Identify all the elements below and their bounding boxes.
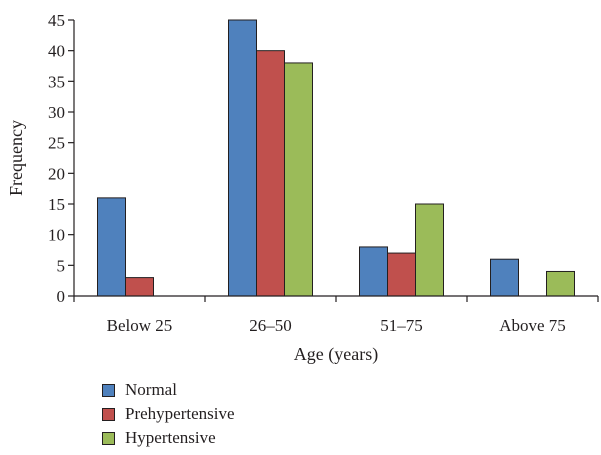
y-tick-label: 20 — [48, 164, 65, 183]
legend-swatch — [102, 431, 115, 445]
y-axis-title: Frequency — [6, 120, 26, 196]
legend-label: Prehypertensive — [125, 404, 235, 423]
y-tick-label: 10 — [48, 226, 65, 245]
bar-normal-1 — [97, 197, 126, 297]
legend-label: Normal — [125, 380, 177, 399]
bar-prehypertensive-1 — [125, 277, 154, 297]
y-tick-label: 25 — [48, 134, 65, 153]
y-axis-ticks: 0 5 10 15 20 25 30 35 40 45 — [48, 11, 74, 306]
bar-prehypertensive-2 — [256, 50, 285, 297]
y-tick-label: 0 — [57, 287, 66, 306]
x-axis-ticks: Below 25 26–50 51–75 Above 75 — [73, 296, 599, 335]
bar-hypertensive-3 — [415, 203, 444, 297]
x-tick-label: Below 25 — [107, 316, 173, 335]
legend-item: Normal — [102, 378, 235, 402]
bars — [97, 19, 575, 297]
x-tick-label: Above 75 — [499, 316, 566, 335]
legend-label: Hypertensive — [125, 428, 216, 447]
bar-prehypertensive-3 — [387, 252, 416, 297]
legend-swatch — [102, 407, 115, 421]
legend: Normal Prehypertensive Hypertensive — [102, 378, 235, 450]
legend-item: Prehypertensive — [102, 402, 235, 426]
legend-swatch — [102, 383, 115, 397]
bar-hypertensive-4 — [546, 270, 575, 297]
y-tick-label: 15 — [48, 195, 65, 214]
x-axis-title: Age (years) — [294, 344, 378, 365]
bar-normal-3 — [359, 246, 388, 297]
bar-normal-4 — [490, 258, 519, 297]
bar-chart: 0 5 10 15 20 25 30 35 40 45 Below 25 26–50 51–75 Abo… — [6, 11, 599, 365]
bar-hypertensive-2 — [284, 62, 313, 297]
y-tick-label: 35 — [48, 72, 65, 91]
legend-item: Hypertensive — [102, 426, 235, 450]
x-tick-label: 26–50 — [249, 316, 292, 335]
y-tick-label: 40 — [48, 42, 65, 61]
y-tick-label: 45 — [48, 11, 65, 30]
y-tick-label: 5 — [57, 256, 66, 275]
x-tick-label: 51–75 — [380, 316, 423, 335]
y-tick-label: 30 — [48, 103, 65, 122]
bar-normal-2 — [228, 19, 257, 297]
